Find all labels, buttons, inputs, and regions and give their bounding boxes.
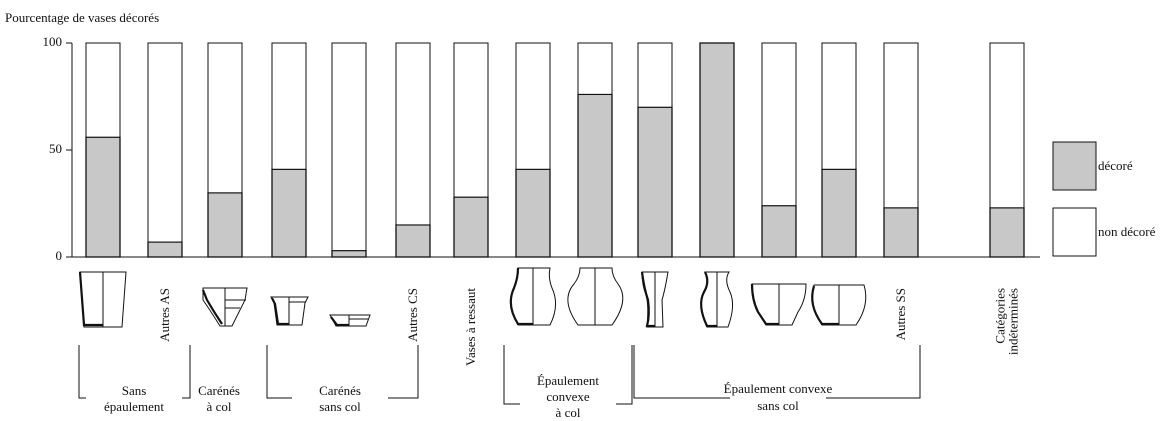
bar-segment <box>821 168 857 258</box>
group-label: Épaulement convexe <box>724 381 833 396</box>
legend-swatch <box>1052 141 1097 191</box>
vase-profile <box>329 314 371 327</box>
bar-segment <box>331 42 367 252</box>
vase-profile <box>78 271 103 327</box>
category-label: Catégoriesindéterminés <box>992 288 1020 355</box>
bar-segment <box>331 249 367 258</box>
vase-profiles <box>78 267 867 328</box>
vase-profile <box>700 271 734 328</box>
group-label: Épaulement <box>537 373 599 388</box>
bar-segment <box>453 42 489 198</box>
vase-profile <box>641 271 669 328</box>
bar-segment <box>515 168 551 258</box>
bar-segment <box>577 93 613 258</box>
group-label: épaulement <box>104 399 164 414</box>
bar-segment <box>85 136 121 258</box>
category-label: Autres AS <box>157 288 172 342</box>
y-tick-label: 100 <box>43 34 63 49</box>
group-label: Carénés <box>198 383 240 398</box>
bar-segment <box>883 42 919 209</box>
group-label: sans col <box>319 399 361 414</box>
bar-segment <box>515 42 551 170</box>
vase-profile <box>567 267 624 326</box>
vase-profile <box>201 289 223 325</box>
group-label: à col <box>556 405 581 420</box>
vase-profile <box>811 284 867 326</box>
bar-segment <box>147 42 183 243</box>
category-label: Autres SS <box>893 288 908 340</box>
group-label-bg <box>292 384 388 416</box>
legend-label: décoré <box>1098 158 1133 173</box>
group-label: sans col <box>757 398 799 413</box>
vase-profile <box>700 271 717 328</box>
bar-segment <box>395 224 431 258</box>
vase-profile <box>271 297 289 326</box>
group-label: à col <box>207 399 232 414</box>
group-label: Sans <box>122 383 147 398</box>
bar-segment <box>271 168 307 258</box>
vase-profile <box>750 283 779 326</box>
group-label: convexe <box>546 389 590 404</box>
y-tick-label: 0 <box>56 248 63 263</box>
vase-profile <box>640 271 655 328</box>
vase-profile <box>202 287 248 327</box>
vase-profile <box>811 285 839 326</box>
vase-profile <box>751 283 807 326</box>
bar-segment <box>85 42 121 138</box>
bar-segment <box>207 192 243 258</box>
bar-segment <box>207 42 243 194</box>
bar-segment <box>271 42 307 170</box>
bar-segment <box>637 106 673 258</box>
bar-segment <box>147 241 183 258</box>
bar-segment <box>989 42 1025 209</box>
group-label-bg <box>86 384 182 416</box>
category-label: Vases à ressaut <box>463 288 478 366</box>
bar-segment <box>989 207 1025 258</box>
vase-profile <box>79 271 127 328</box>
legend-swatch <box>1052 207 1097 257</box>
bar-segment <box>453 196 489 258</box>
legend-label: non décoré <box>1098 224 1156 239</box>
y-tick-label: 50 <box>49 141 62 156</box>
bar-segment <box>637 42 673 108</box>
group-label-bg <box>730 382 826 415</box>
bar-segment <box>761 42 797 207</box>
bar-segment <box>761 204 797 258</box>
bar-segment <box>577 42 613 95</box>
vase-profile <box>330 316 349 327</box>
chart-title: Pourcentage de vases décorés <box>5 10 159 25</box>
bar-segment <box>395 42 431 226</box>
bar-segment <box>883 207 919 258</box>
bar-segment <box>699 42 735 258</box>
group-label-bg <box>520 374 616 421</box>
vase-profile <box>509 267 533 326</box>
category-label: Autres CS <box>405 288 420 342</box>
group-label: Carénés <box>319 383 361 398</box>
bar-segment <box>821 42 857 170</box>
vase-profile <box>510 267 556 326</box>
